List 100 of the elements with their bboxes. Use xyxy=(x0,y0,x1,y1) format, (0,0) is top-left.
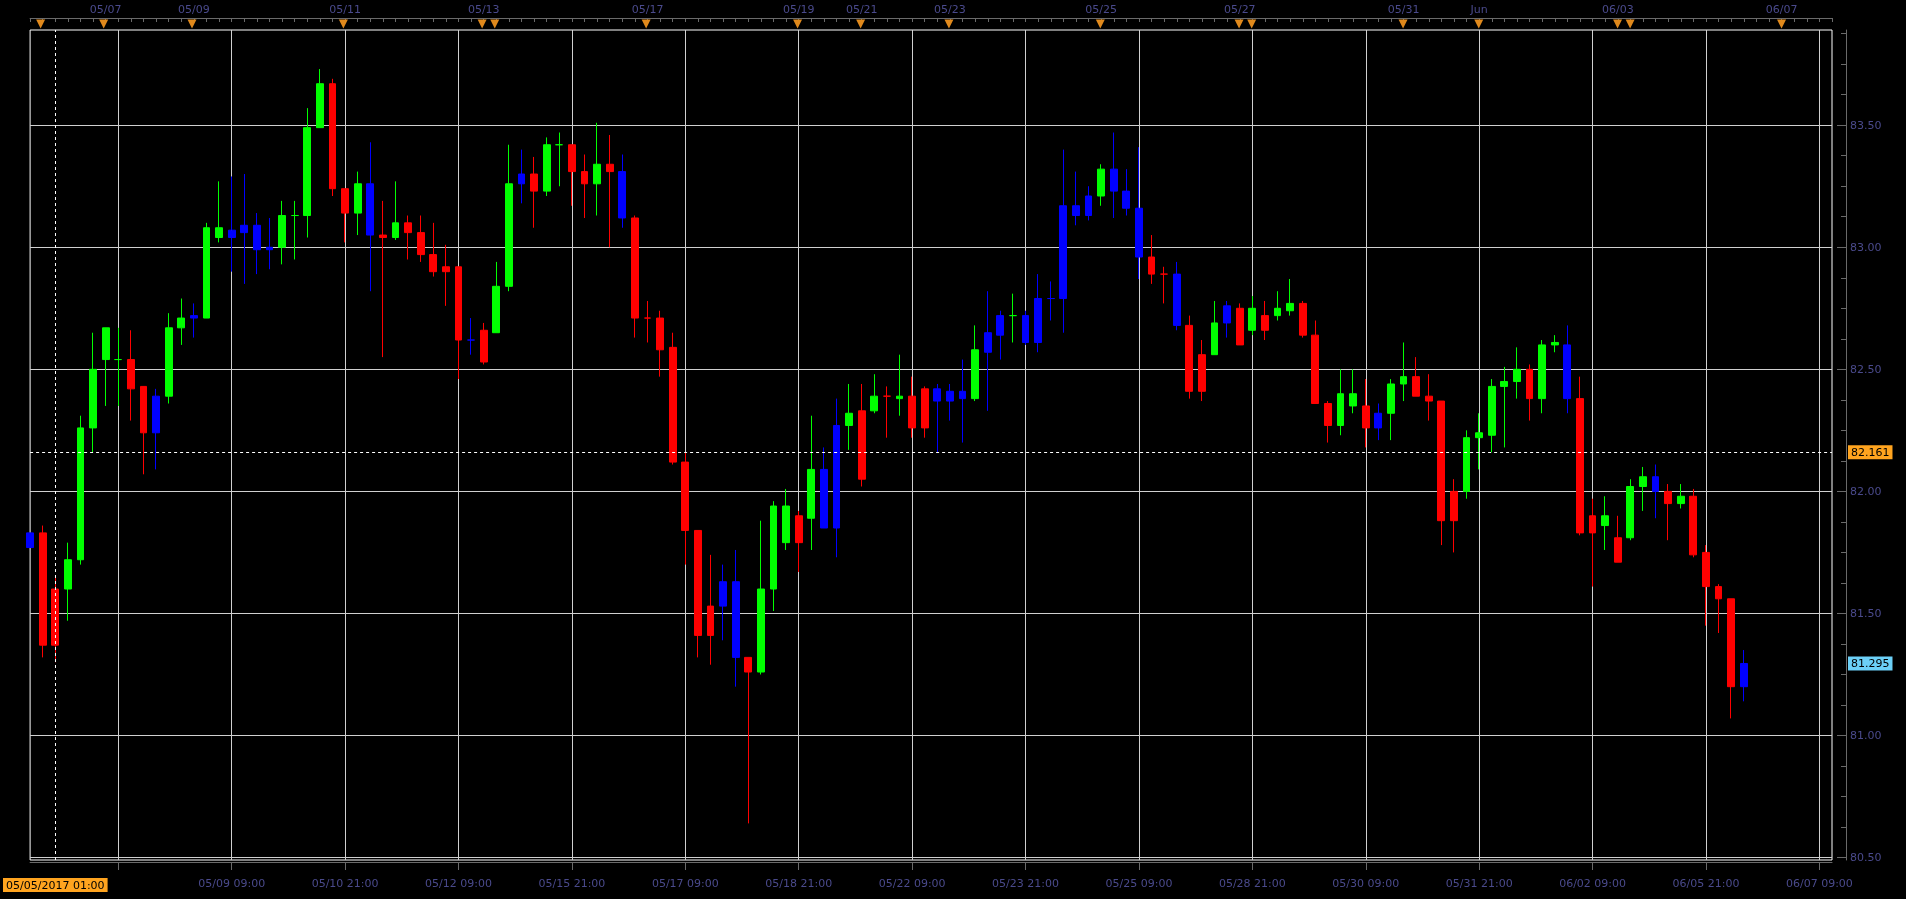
text: 05/25 xyxy=(1085,3,1118,16)
candlestick xyxy=(1211,300,1218,356)
y-tick-label: 83.50 xyxy=(1850,118,1882,132)
candlestick xyxy=(631,215,639,339)
candlestick xyxy=(379,200,387,358)
candlestick xyxy=(366,141,374,292)
candlestick xyxy=(1538,339,1546,414)
candlestick xyxy=(1652,464,1659,519)
candlestick xyxy=(1551,334,1559,353)
candlestick xyxy=(555,132,563,187)
candlestick xyxy=(1009,293,1017,343)
text: 05/07 xyxy=(89,3,122,16)
candlestick xyxy=(908,376,916,439)
candlestick xyxy=(782,488,790,551)
x-tick-label: 05/10 21:00 xyxy=(311,877,379,890)
text: Jun xyxy=(1469,3,1488,16)
y-tick-label: 82.00 xyxy=(1850,484,1882,498)
text: 06/07 xyxy=(1765,3,1798,16)
candlestick xyxy=(392,180,399,241)
text: 05/11 xyxy=(329,3,361,16)
candlestick xyxy=(1160,266,1168,304)
x-tick-label: 05/15 21:00 xyxy=(538,877,606,890)
candlestick xyxy=(1500,366,1508,448)
candlestick xyxy=(429,222,437,278)
candlestick xyxy=(240,173,248,285)
candlestick xyxy=(190,302,198,339)
candlestick xyxy=(177,298,185,346)
candlestick xyxy=(833,398,840,558)
y-tick-label: 83.00 xyxy=(1850,240,1882,254)
candlestick xyxy=(518,149,525,204)
candlestick xyxy=(329,78,336,197)
candlestick xyxy=(744,656,752,824)
candlestick xyxy=(694,529,702,658)
candlestick xyxy=(492,261,500,334)
candlestick xyxy=(1034,273,1042,353)
x-tick-label: 05/09 09:00 xyxy=(198,877,266,890)
candlestick xyxy=(606,134,614,248)
candlestick xyxy=(644,300,651,343)
candlestick xyxy=(1412,356,1420,397)
candlestick xyxy=(984,290,992,412)
candlestick xyxy=(820,446,828,529)
candlestick xyxy=(581,154,588,219)
candlestick xyxy=(114,327,122,407)
candlestick xyxy=(1047,280,1055,321)
x-tick-label: 06/02 09:00 xyxy=(1559,877,1627,890)
candlestick xyxy=(946,383,954,422)
candlestick xyxy=(530,156,538,229)
candlestick xyxy=(140,385,147,475)
candlestick xyxy=(719,564,727,641)
candlestick xyxy=(215,180,223,243)
y-tick-label: 81.50 xyxy=(1850,606,1882,620)
x-tick-label: 05/31 21:00 xyxy=(1445,877,1513,890)
candlestick xyxy=(707,554,714,666)
candlestick xyxy=(1614,515,1622,563)
candlestick xyxy=(996,310,1004,361)
candlestick xyxy=(341,188,349,243)
candlestick xyxy=(732,549,740,688)
candlestick xyxy=(291,200,299,260)
candlestick xyxy=(1437,400,1445,546)
x-tick-label: 05/05/2017 01:00 xyxy=(5,879,105,892)
candlestick xyxy=(354,171,362,236)
text: 81.295 xyxy=(1851,656,1890,670)
candlestick xyxy=(933,383,941,453)
y-tick-label: 80.50 xyxy=(1850,851,1882,865)
candlestick xyxy=(1601,495,1609,551)
candlestick xyxy=(480,322,488,365)
candlestick xyxy=(1059,149,1067,334)
y-tick-label: 82.50 xyxy=(1850,362,1882,376)
candlestick xyxy=(795,510,803,573)
candlestick xyxy=(870,373,878,414)
candlestick xyxy=(618,154,626,229)
candlestick xyxy=(1387,378,1395,441)
text: 06/03 xyxy=(1601,3,1634,16)
candlestick xyxy=(127,329,135,422)
candlestick xyxy=(593,122,601,217)
candlestick xyxy=(1185,315,1193,400)
candlestick xyxy=(1337,368,1344,436)
candlestick xyxy=(417,215,425,263)
candlestick xyxy=(1727,598,1735,719)
candlestick xyxy=(1740,649,1748,702)
candlestick xyxy=(1173,261,1181,331)
candlestick xyxy=(89,332,97,453)
candlestick xyxy=(681,451,689,566)
candlestick xyxy=(64,542,72,622)
candlestick xyxy=(883,385,891,439)
candlestick xyxy=(266,217,273,270)
text: 05/19 xyxy=(782,3,815,16)
candlestick xyxy=(1450,478,1458,553)
candlestick xyxy=(455,266,462,380)
candlestick xyxy=(467,317,475,356)
candlestick xyxy=(404,215,412,260)
candlestick xyxy=(1362,378,1370,448)
candlestick xyxy=(807,415,815,551)
candlestick xyxy=(1463,429,1470,500)
candlestick xyxy=(442,244,450,307)
ref-line-label: 82.161 xyxy=(1851,445,1890,459)
candlestick xyxy=(1324,400,1332,444)
candlestick xyxy=(1135,146,1143,280)
candlestick xyxy=(1110,132,1118,219)
candlestick xyxy=(1576,376,1584,536)
